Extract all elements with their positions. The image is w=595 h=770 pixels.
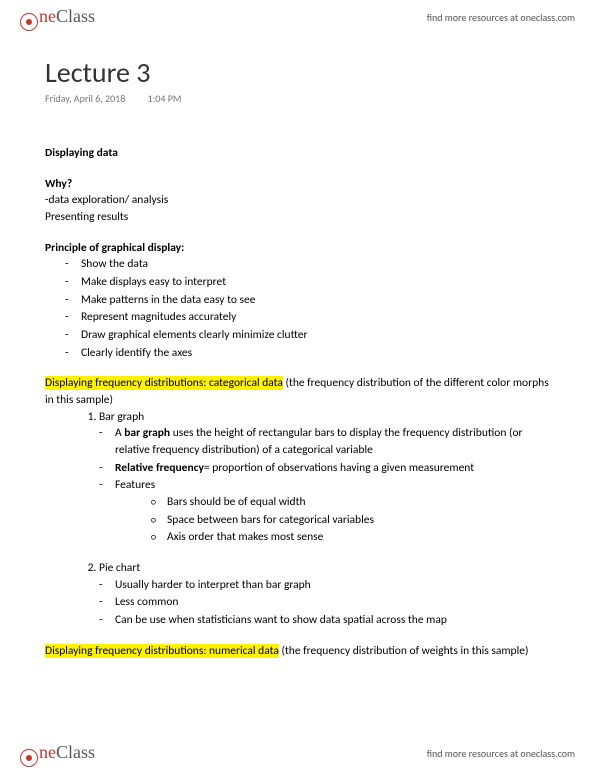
principle-item: Make displays easy to interpret: [81, 274, 550, 291]
doc-date: Friday, April 6, 2018: [45, 92, 125, 105]
header-bar: ne Class find more resources at oneclass…: [0, 0, 595, 34]
categorical-highlight: Displaying frequency distributions: cate…: [45, 376, 283, 390]
text-bargraph-bold: bar graph: [124, 426, 170, 440]
text-relfreq-tail: = proportion of observations having a gi…: [204, 461, 474, 475]
list-item-bar-graph: Bar graph A bar graph uses the height of…: [99, 409, 550, 546]
pie-sublist: Usually harder to interpret than bar gra…: [99, 577, 550, 629]
resources-link-top[interactable]: find more resources at oneclass.com: [427, 11, 575, 24]
section-principles: Principle of graphical display: Show the…: [45, 240, 550, 362]
footer-bar: ne Class find more resources at oneclass…: [0, 736, 595, 770]
logo-text-class: Class: [56, 6, 95, 27]
pie-chart-label: Pie chart: [99, 561, 140, 575]
features-sublist: Bars should be of equal width Space betw…: [115, 494, 550, 546]
document-body: Displaying data Why? -data exploration/ …: [45, 145, 550, 659]
categorical-ordered-list: Bar graph A bar graph uses the height of…: [45, 409, 550, 546]
why-line-1: -data exploration/ analysis: [45, 192, 550, 209]
principle-item: Represent magnitudes accurately: [81, 309, 550, 326]
numerical-highlight: Displaying frequency distributions: nume…: [45, 644, 279, 658]
principle-item: Draw graphical elements clearly minimize…: [81, 327, 550, 344]
logo-text-one: ne: [39, 742, 56, 763]
bar-graph-def: A bar graph uses the height of rectangul…: [99, 425, 550, 458]
list-item-pie-chart: Pie chart Usually harder to interpret th…: [99, 560, 550, 629]
doc-time: 1:04 PM: [148, 92, 182, 105]
principle-item: Make patterns in the data easy to see: [81, 292, 550, 309]
logo-text-class: Class: [56, 742, 95, 763]
principle-item: Show the data: [81, 256, 550, 273]
features-item: Features Bars should be of equal width S…: [99, 477, 550, 546]
relative-frequency-def: Relative frequency= proportion of observ…: [99, 460, 550, 477]
logo-circle-icon: [20, 13, 38, 31]
logo-footer: ne Class: [20, 742, 95, 764]
section-why: Why? -data exploration/ analysis Present…: [45, 176, 550, 226]
categorical-ordered-list-2: Pie chart Usually harder to interpret th…: [45, 560, 550, 629]
bar-graph-sublist: A bar graph uses the height of rectangul…: [99, 425, 550, 546]
bar-graph-label: Bar graph: [99, 410, 144, 424]
numerical-heading-line: Displaying frequency distributions: nume…: [45, 643, 550, 660]
text-relfreq-bold: Relative frequency: [115, 461, 204, 475]
text-c: uses the height of rectangular bars to d…: [115, 426, 523, 457]
pie-item: Usually harder to interpret than bar gra…: [99, 577, 550, 594]
principle-item: Clearly identify the axes: [81, 345, 550, 362]
why-line-2: Presenting results: [45, 209, 550, 226]
page-title: Lecture 3: [45, 55, 550, 90]
page-meta: Friday, April 6, 2018 1:04 PM: [45, 92, 550, 105]
text-a: A: [115, 426, 124, 440]
logo: ne Class: [20, 6, 95, 28]
categorical-heading-line: Displaying frequency distributions: cate…: [45, 375, 550, 408]
feature-item: Axis order that makes most sense: [151, 529, 550, 546]
pie-item: Less common: [99, 594, 550, 611]
features-label: Features: [115, 478, 155, 492]
resources-link-bottom[interactable]: find more resources at oneclass.com: [427, 747, 575, 760]
pie-item: Can be use when statisticians want to sh…: [99, 612, 550, 629]
feature-item: Space between bars for categorical varia…: [151, 512, 550, 529]
principles-list: Show the data Make displays easy to inte…: [45, 256, 550, 361]
feature-item: Bars should be of equal width: [151, 494, 550, 511]
logo-circle-icon: [20, 749, 38, 767]
principles-heading: Principle of graphical display:: [45, 240, 550, 257]
why-heading: Why?: [45, 176, 550, 193]
document-content: Lecture 3 Friday, April 6, 2018 1:04 PM …: [45, 55, 550, 659]
numerical-tail: (the frequency distribution of weights i…: [279, 644, 529, 658]
heading-displaying-data: Displaying data: [45, 145, 550, 162]
logo-text-one: ne: [39, 6, 56, 27]
